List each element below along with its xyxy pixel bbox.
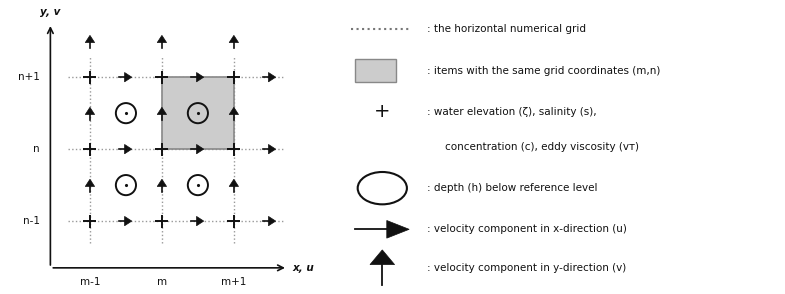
Polygon shape	[229, 107, 239, 115]
Text: : depth (h) below reference level: : depth (h) below reference level	[427, 183, 597, 193]
Text: : the horizontal numerical grid: : the horizontal numerical grid	[427, 24, 586, 34]
Polygon shape	[157, 35, 166, 43]
Text: : velocity component in x-direction (u): : velocity component in x-direction (u)	[427, 224, 627, 234]
Text: : water elevation (ζ), salinity (s),: : water elevation (ζ), salinity (s),	[427, 107, 597, 117]
Polygon shape	[157, 107, 166, 115]
Polygon shape	[229, 179, 239, 186]
Text: y, v: y, v	[40, 7, 60, 17]
Polygon shape	[125, 73, 132, 82]
Text: x, u: x, u	[293, 263, 315, 273]
Polygon shape	[268, 216, 276, 226]
Polygon shape	[196, 144, 204, 154]
Polygon shape	[196, 73, 204, 82]
Polygon shape	[86, 35, 95, 43]
Polygon shape	[370, 250, 395, 265]
Text: m-1: m-1	[80, 277, 100, 287]
Text: n: n	[33, 144, 39, 154]
Text: n-1: n-1	[23, 216, 39, 226]
Text: +: +	[374, 102, 391, 121]
Polygon shape	[196, 216, 204, 226]
Polygon shape	[86, 179, 95, 186]
Polygon shape	[387, 220, 409, 238]
Text: n+1: n+1	[18, 72, 39, 82]
Polygon shape	[268, 73, 276, 82]
Text: concentration (c), eddy viscosity (vᴛ): concentration (c), eddy viscosity (vᴛ)	[445, 142, 639, 152]
Text: m: m	[157, 277, 167, 287]
Text: : velocity component in y-direction (v): : velocity component in y-direction (v)	[427, 263, 626, 273]
Bar	[356, 59, 396, 82]
Text: : items with the same grid coordinates (m,n): : items with the same grid coordinates (…	[427, 66, 660, 76]
Polygon shape	[125, 216, 132, 226]
Polygon shape	[268, 144, 276, 154]
Polygon shape	[229, 35, 239, 43]
Polygon shape	[125, 144, 132, 154]
Polygon shape	[86, 107, 95, 115]
Polygon shape	[157, 179, 166, 186]
Bar	[162, 77, 234, 149]
Text: m+1: m+1	[221, 277, 246, 287]
